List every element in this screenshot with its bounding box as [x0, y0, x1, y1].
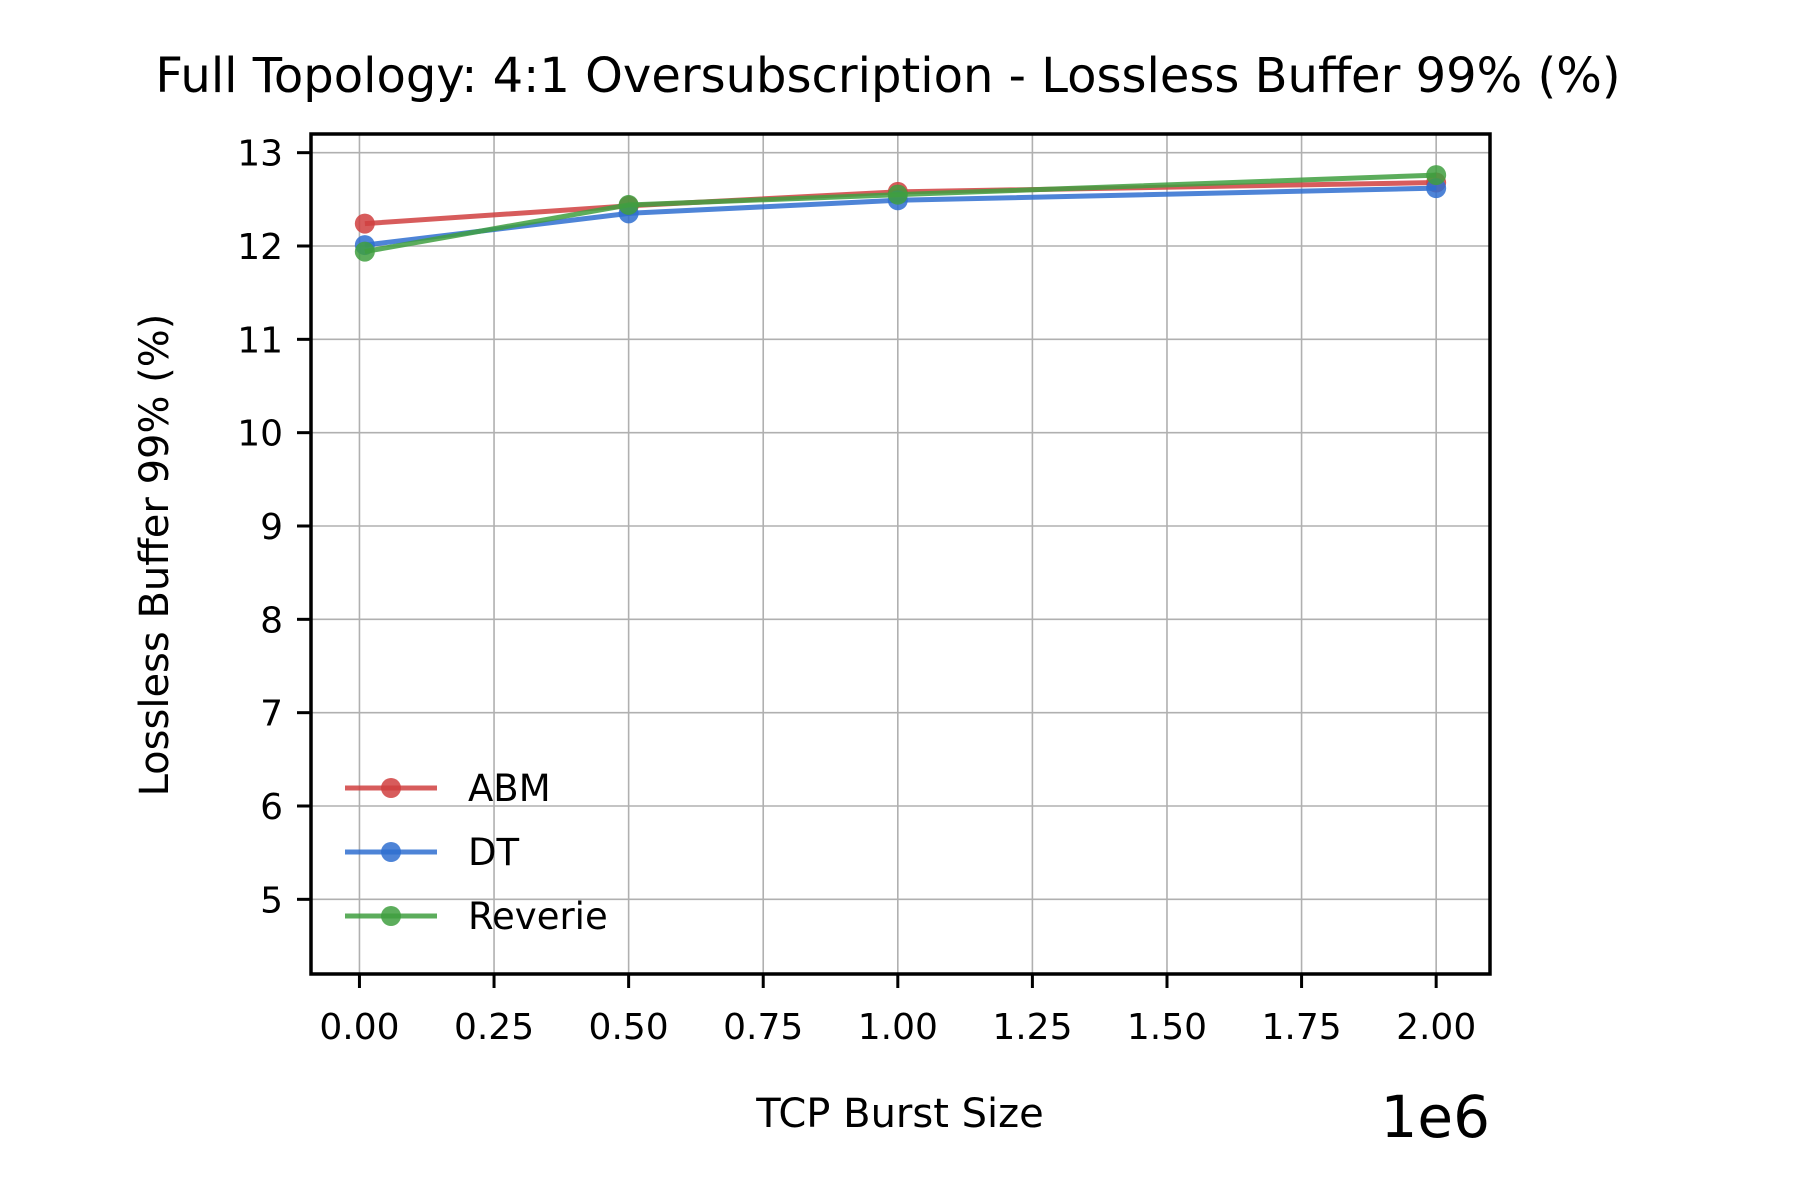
y-tick-label: 7 [260, 694, 283, 735]
y-tick-label: 12 [237, 227, 283, 268]
y-tick-label: 6 [260, 787, 283, 828]
x-tick-label: 2.00 [1396, 1007, 1476, 1048]
x-tick-label: 1.50 [1127, 1007, 1207, 1048]
legend-label-dt: DT [468, 831, 519, 874]
y-axis-ticks: 5 6 7 8 9 10 11 12 13 [237, 134, 311, 921]
y-tick-label: 13 [237, 134, 283, 175]
data-point-reverie [1426, 165, 1447, 186]
legend-marker-reverie [381, 906, 401, 926]
y-tick-label: 11 [237, 320, 283, 361]
x-tick-label: 1.75 [1261, 1007, 1341, 1048]
series-line-reverie [364, 172, 1437, 255]
legend-marker-dt [381, 842, 401, 862]
data-point-abm [354, 213, 375, 234]
y-tick-label: 8 [260, 600, 283, 641]
legend-label-abm: ABM [468, 767, 551, 810]
chart-title: Full Topology: 4:1 Oversubscription - Lo… [155, 48, 1620, 104]
legend: ABM DT Reverie [345, 767, 608, 938]
data-point-reverie [618, 194, 639, 215]
x-tick-label: 0.25 [454, 1007, 534, 1048]
legend-label-reverie: Reverie [468, 895, 608, 938]
x-tick-label: 0.50 [589, 1007, 669, 1048]
grid-lines [311, 134, 1490, 974]
x-tick-label: 0.00 [319, 1007, 399, 1048]
x-axis-offset-label: 1e6 [1381, 1083, 1491, 1151]
x-axis-ticks: 0.00 0.25 0.50 0.75 1.00 1.25 1.50 1.75 2.00 [319, 974, 1476, 1048]
legend-marker-abm [381, 778, 401, 798]
data-point-reverie [354, 241, 375, 262]
x-tick-label: 1.25 [992, 1007, 1072, 1048]
y-axis-label: Lossless Buffer 99% (%) [132, 314, 178, 797]
x-axis-label: TCP Burst Size [755, 1091, 1043, 1137]
series-layer [354, 165, 1447, 262]
y-tick-label: 5 [260, 880, 283, 921]
data-point-reverie [887, 184, 908, 205]
x-tick-label: 1.00 [858, 1007, 938, 1048]
x-tick-label: 0.75 [723, 1007, 803, 1048]
y-tick-label: 10 [237, 414, 283, 455]
y-tick-label: 9 [260, 507, 283, 548]
plot-frame [309, 132, 1492, 976]
